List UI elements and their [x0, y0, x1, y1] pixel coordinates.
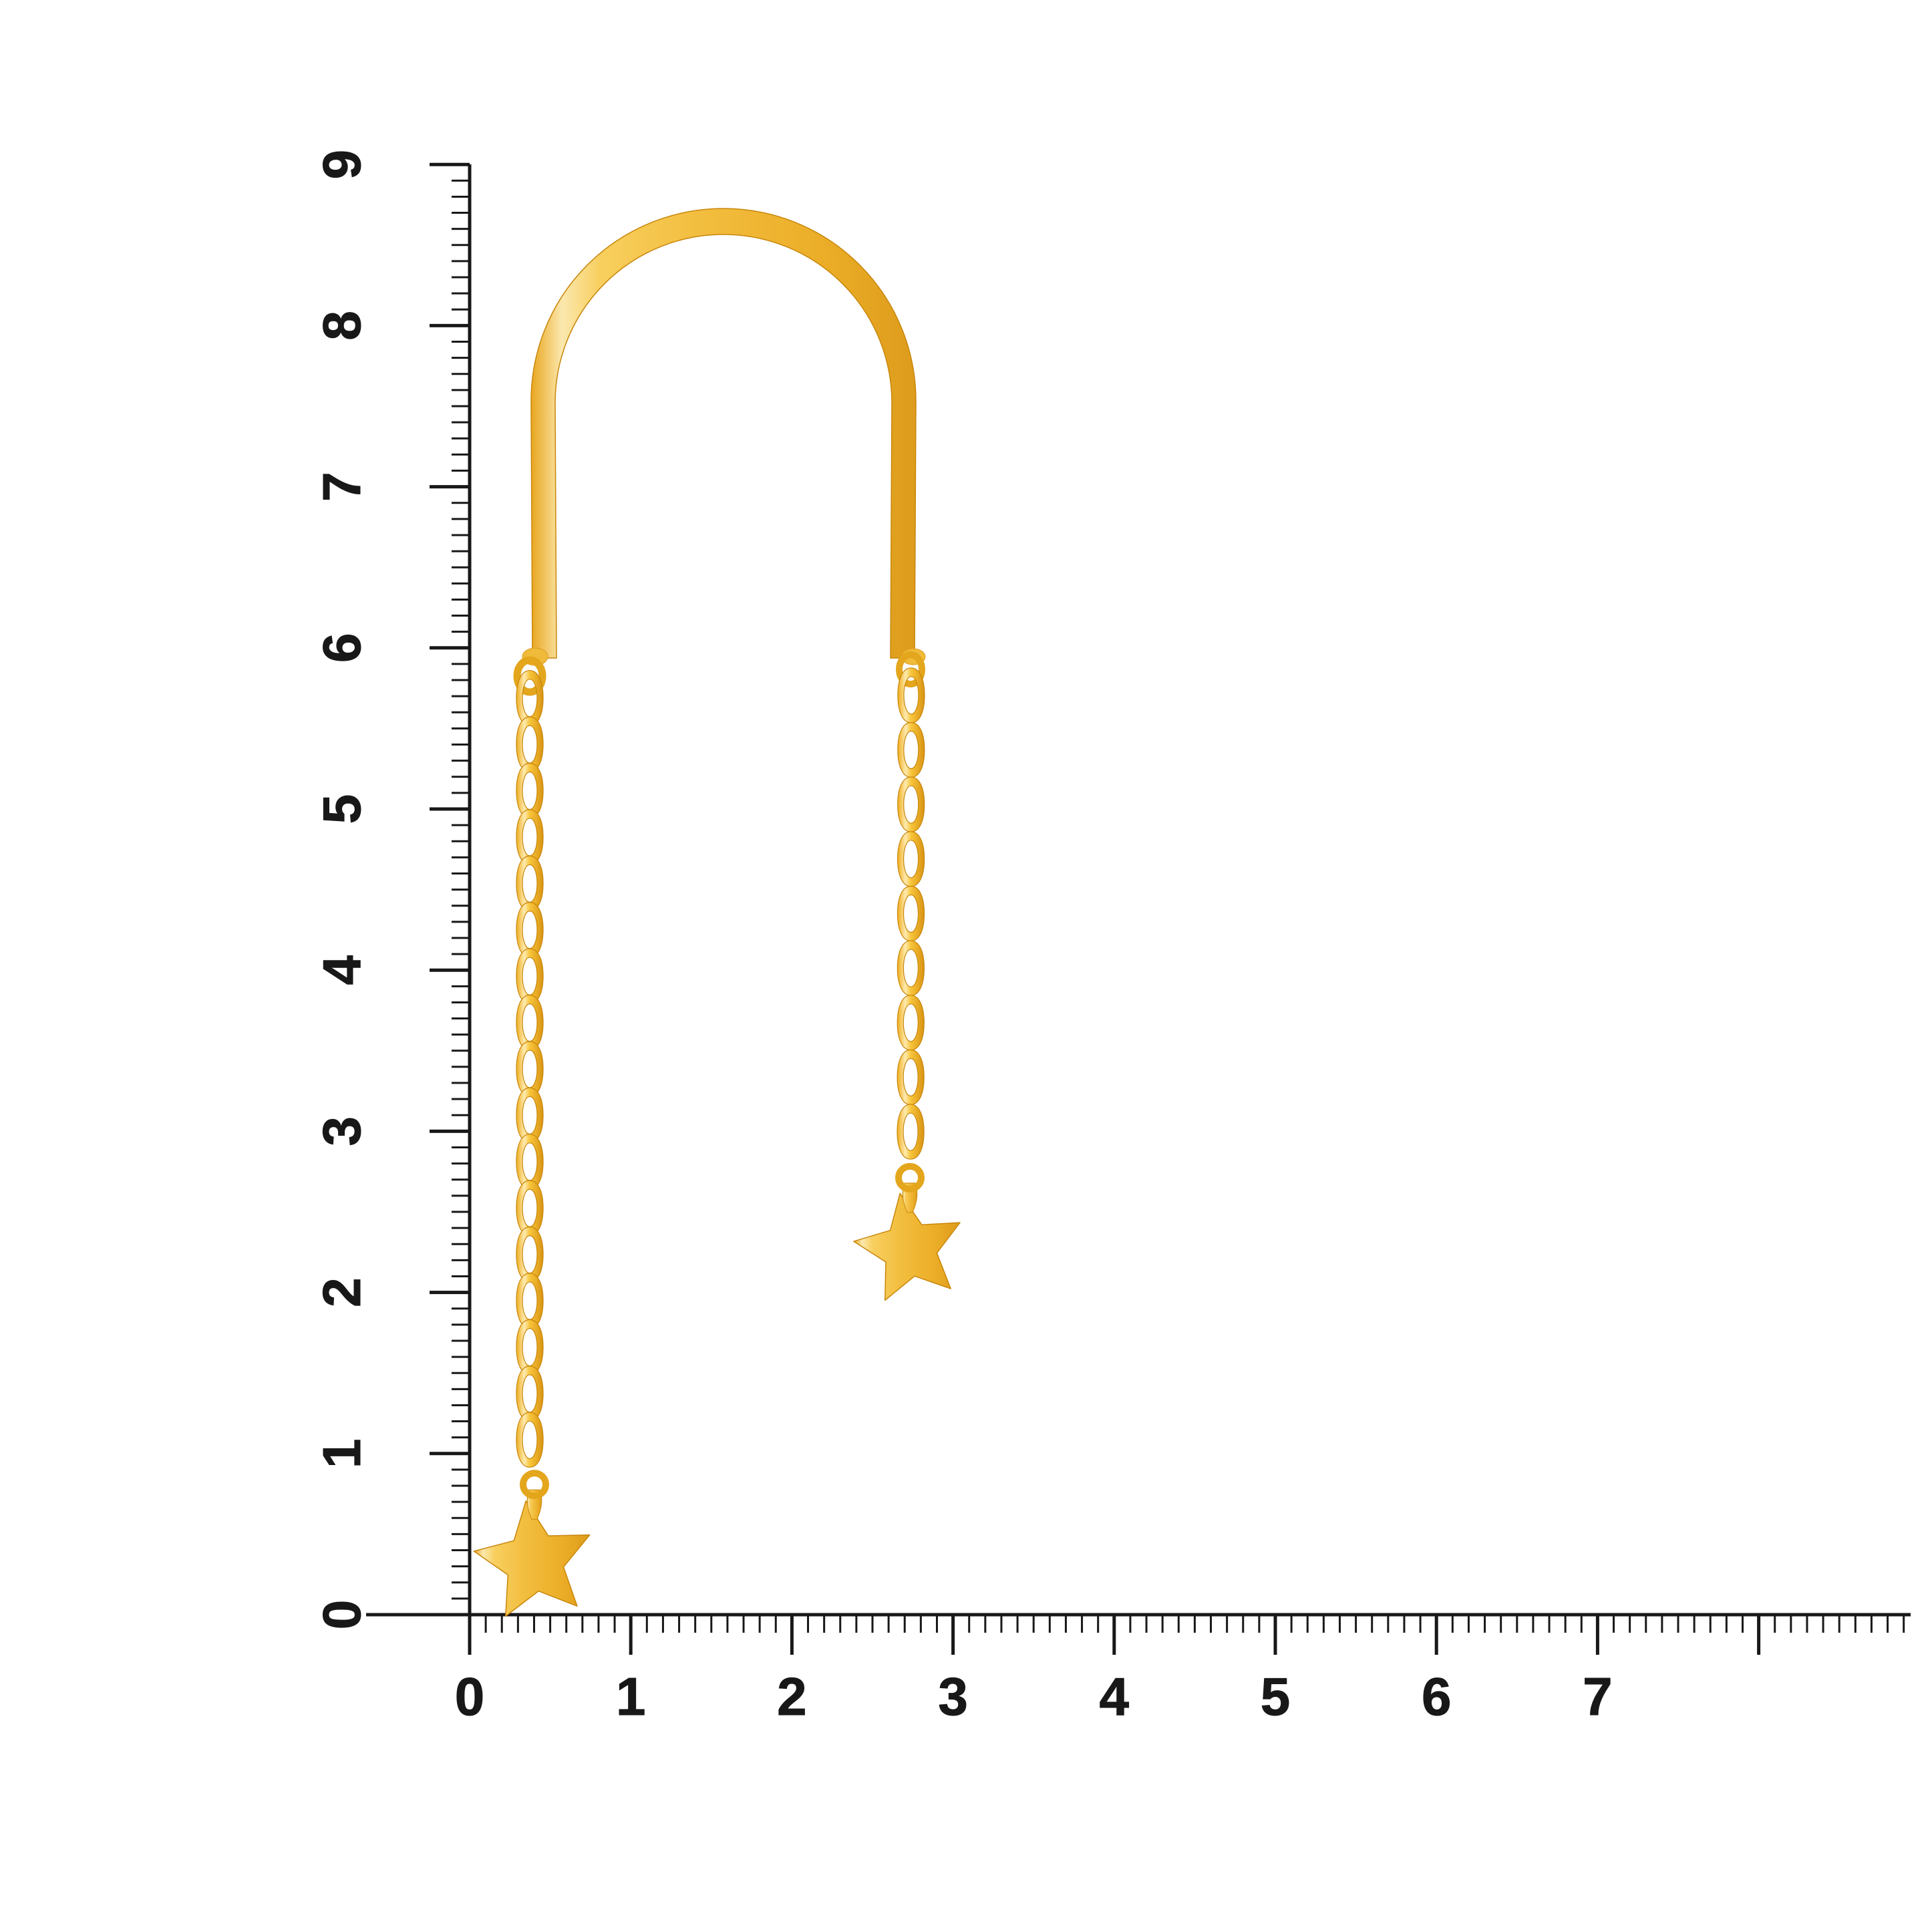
svg-text:5: 5 — [312, 794, 371, 824]
svg-text:7: 7 — [1583, 1667, 1613, 1726]
svg-text:1: 1 — [616, 1667, 646, 1726]
svg-text:2: 2 — [777, 1667, 807, 1726]
svg-text:6: 6 — [1422, 1667, 1452, 1726]
svg-text:2: 2 — [312, 1277, 371, 1307]
svg-text:8: 8 — [312, 311, 371, 341]
svg-text:0: 0 — [455, 1667, 485, 1726]
svg-text:3: 3 — [938, 1667, 968, 1726]
svg-text:4: 4 — [312, 955, 371, 985]
svg-text:4: 4 — [1100, 1667, 1130, 1726]
svg-text:9: 9 — [312, 150, 371, 180]
svg-text:7: 7 — [312, 472, 371, 502]
svg-text:5: 5 — [1261, 1667, 1291, 1726]
svg-text:1: 1 — [312, 1439, 371, 1469]
svg-text:0: 0 — [312, 1600, 371, 1630]
svg-text:3: 3 — [312, 1116, 371, 1146]
svg-text:6: 6 — [312, 633, 371, 663]
